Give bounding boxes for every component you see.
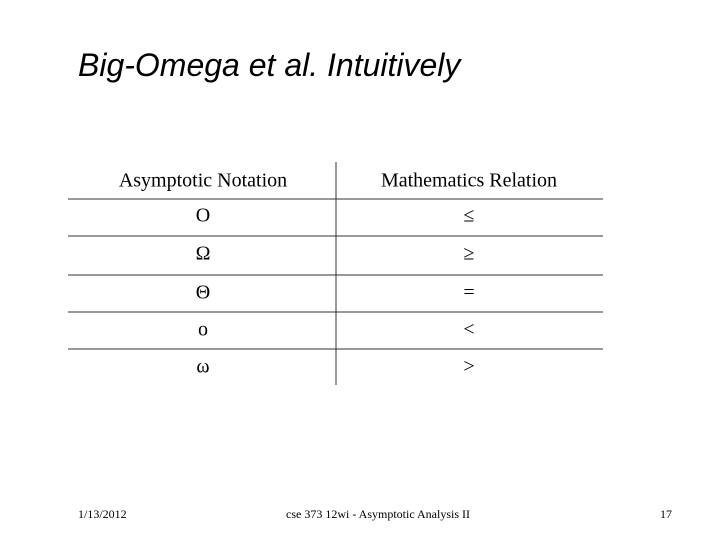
footer-date: 1/13/2012 bbox=[78, 507, 127, 521]
header-cell: Asymptotic Notation bbox=[119, 170, 287, 192]
table-cell: ≤ bbox=[464, 205, 475, 227]
table-cell: < bbox=[463, 319, 474, 341]
table-cell: ο bbox=[198, 319, 208, 341]
slide-title: Big-Omega et al. Intuitively bbox=[78, 47, 462, 83]
table-cell: ω bbox=[196, 356, 209, 378]
table-cell: Θ bbox=[196, 282, 210, 304]
table-cell: = bbox=[463, 282, 474, 304]
table-cell: Ο bbox=[196, 205, 210, 227]
table-cell: > bbox=[463, 356, 474, 378]
header-cell: Mathematics Relation bbox=[381, 170, 557, 192]
table-cell: ≥ bbox=[464, 243, 475, 265]
table-cell: Ω bbox=[196, 243, 211, 265]
footer-page: 17 bbox=[660, 507, 672, 521]
table: Asymptotic Notation Mathematics Relation… bbox=[68, 162, 603, 385]
footer-course: cse 373 12wi - Asymptotic Analysis II bbox=[286, 507, 470, 521]
